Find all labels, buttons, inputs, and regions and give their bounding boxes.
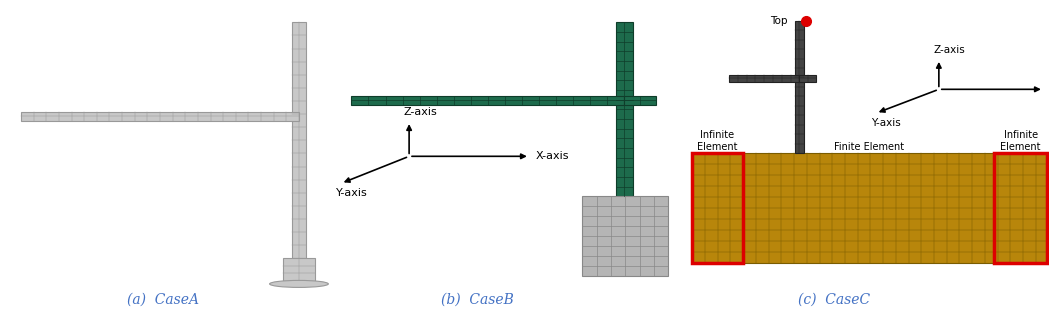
Bar — [21, 112, 299, 121]
Bar — [292, 22, 305, 258]
Bar — [692, 153, 743, 263]
Text: Top: Top — [770, 16, 788, 26]
Bar — [582, 196, 668, 276]
Bar — [616, 22, 633, 196]
Bar — [994, 153, 1047, 263]
Text: Finite Element: Finite Element — [834, 142, 903, 152]
Text: Z-axis: Z-axis — [404, 108, 437, 117]
Bar — [799, 75, 816, 82]
Bar — [692, 153, 1049, 263]
Bar — [351, 96, 624, 105]
Text: (b)  CaseB: (b) CaseB — [441, 292, 514, 306]
Bar — [795, 21, 804, 153]
Text: (c)  CaseC: (c) CaseC — [798, 292, 870, 306]
Text: Y-axis: Y-axis — [336, 188, 367, 198]
Text: Infinite
Element: Infinite Element — [1001, 130, 1041, 152]
Bar — [624, 96, 656, 105]
Bar — [283, 258, 315, 281]
Bar — [729, 75, 799, 82]
Text: Infinite
Element: Infinite Element — [698, 130, 737, 152]
Text: (a)  CaseA: (a) CaseA — [127, 292, 198, 306]
Ellipse shape — [270, 280, 328, 287]
Text: X-axis: X-axis — [536, 151, 570, 161]
Text: Y-axis: Y-axis — [871, 118, 900, 128]
Text: Z-axis: Z-axis — [934, 45, 965, 55]
